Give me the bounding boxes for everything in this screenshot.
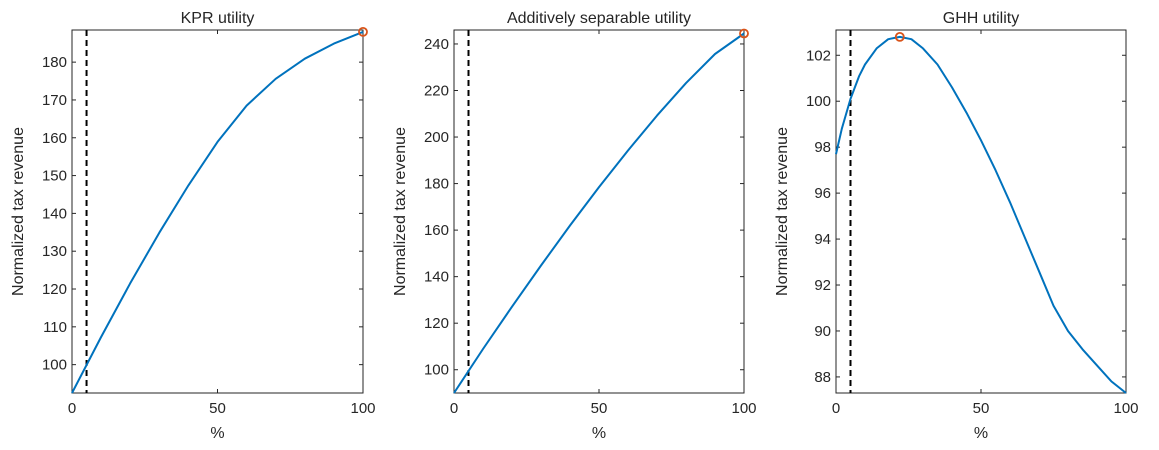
y-tick-label: 100 bbox=[42, 357, 67, 374]
x-tick-label: 0 bbox=[832, 400, 840, 417]
x-axis-label: % bbox=[210, 425, 224, 442]
y-tick-label: 130 bbox=[42, 243, 67, 260]
chart-title: Additively separable utility bbox=[507, 10, 691, 27]
chart-panel-3: 0 50 100 88 90 92 94 96 98 100 102 GHH utility% Norm… bbox=[774, 10, 1139, 442]
y-tick-label: 98 bbox=[814, 139, 831, 156]
y-tick-label: 160 bbox=[424, 222, 449, 239]
y-tick-label: 220 bbox=[424, 83, 449, 100]
max-marker bbox=[358, 26, 368, 37]
y-tick-label: 170 bbox=[42, 92, 67, 109]
x-tick-label: 100 bbox=[1113, 400, 1138, 417]
y-tick-label: 160 bbox=[42, 130, 67, 147]
x-tick-label: 100 bbox=[731, 400, 756, 417]
x-tick-label: 100 bbox=[350, 400, 375, 417]
y-tick-label: 100 bbox=[424, 362, 449, 379]
plot-area-box bbox=[71, 29, 364, 394]
y-tick-label: 96 bbox=[814, 185, 831, 202]
plot-area-box bbox=[835, 29, 1127, 394]
max-marker bbox=[894, 31, 905, 42]
x-axis-label: % bbox=[974, 425, 988, 442]
y-axis-label: Normalized tax revenue bbox=[774, 127, 791, 296]
y-tick-label: 102 bbox=[806, 47, 831, 64]
chart-title: KPR utility bbox=[181, 10, 255, 27]
series-line bbox=[71, 30, 364, 394]
x-tick-label: 0 bbox=[68, 400, 76, 417]
y-tick-label: 90 bbox=[814, 323, 831, 340]
y-tick-label: 110 bbox=[43, 319, 67, 336]
y-tick-label: 120 bbox=[42, 281, 67, 298]
chart-title: GHH utility bbox=[943, 10, 1019, 27]
x-tick-label: 50 bbox=[591, 400, 608, 417]
x-tick-label: 0 bbox=[450, 400, 458, 417]
y-tick-label: 150 bbox=[42, 168, 67, 185]
y-tick-label: 180 bbox=[42, 54, 67, 71]
series-line bbox=[835, 35, 1127, 394]
y-tick-label: 240 bbox=[424, 36, 449, 53]
y-tick-label: 140 bbox=[424, 269, 449, 286]
x-axis-label: % bbox=[592, 425, 606, 442]
y-tick-label: 140 bbox=[42, 205, 67, 222]
max-marker bbox=[739, 28, 749, 39]
y-axis-label: Normalized tax revenue bbox=[392, 127, 409, 296]
y-tick-label: 92 bbox=[814, 277, 831, 294]
plot-area-box bbox=[453, 29, 745, 394]
y-tick-label: 200 bbox=[424, 129, 449, 146]
x-tick-label: 50 bbox=[209, 400, 226, 417]
series-line bbox=[453, 32, 745, 394]
chart-panel-1: 0 50 100 100 110 120 130 140 150 160 170 180 KPR uti… bbox=[10, 10, 376, 442]
y-axis-label: Normalized tax revenue bbox=[10, 127, 27, 296]
y-tick-label: 88 bbox=[814, 369, 831, 386]
y-tick-label: 100 bbox=[806, 93, 831, 110]
y-tick-label: 94 bbox=[814, 231, 831, 248]
y-tick-label: 120 bbox=[424, 315, 449, 332]
x-tick-label: 50 bbox=[973, 400, 990, 417]
chart-panel-2: 0 50 100 100 120 140 160 180 200 220 240 Additively… bbox=[392, 10, 757, 442]
y-tick-label: 180 bbox=[424, 176, 449, 193]
